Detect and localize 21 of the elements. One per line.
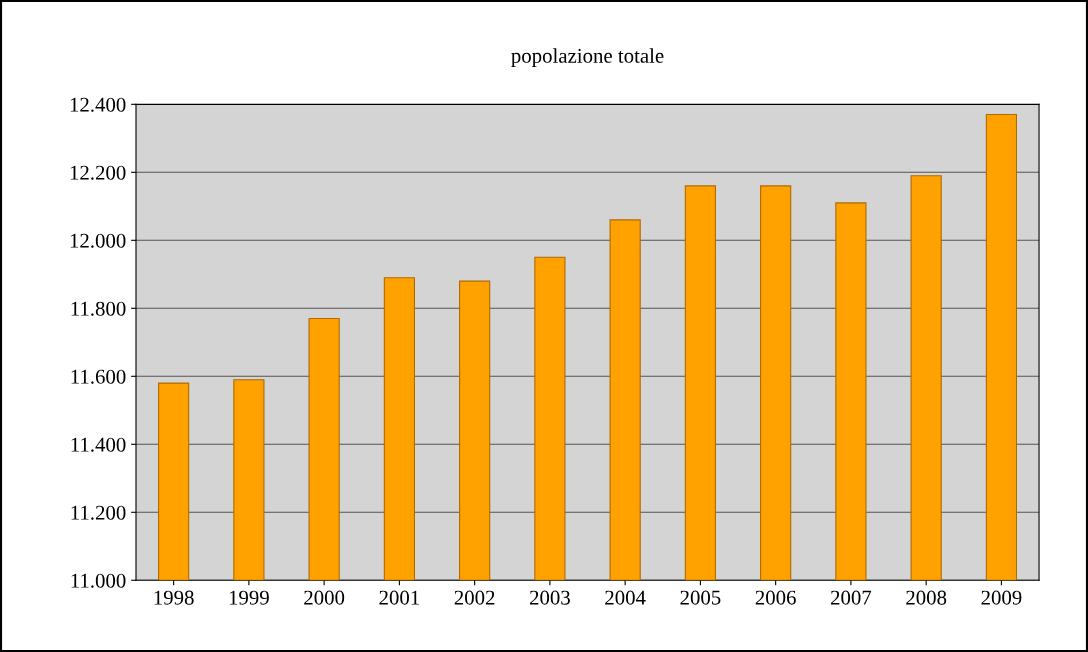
y-tick-label: 12.000 bbox=[70, 233, 126, 248]
x-tick-label: 2006 bbox=[755, 590, 796, 605]
x-tick-label: 2002 bbox=[454, 590, 495, 605]
y-tick-label: 11.200 bbox=[71, 505, 126, 520]
y-tick-label: 12.200 bbox=[70, 165, 126, 180]
x-tick-label: 2000 bbox=[304, 590, 345, 605]
x-tick-label: 2004 bbox=[605, 590, 646, 605]
x-tick-label: 1998 bbox=[154, 590, 194, 605]
x-tick-label: 2008 bbox=[906, 590, 947, 605]
chart-title: popolazione totale bbox=[511, 48, 664, 68]
y-tick-label: 11.400 bbox=[71, 437, 126, 452]
x-tick-label: 2001 bbox=[379, 590, 419, 605]
x-tick-label: 2009 bbox=[981, 590, 1022, 605]
x-tick-label: 1999 bbox=[229, 590, 269, 605]
y-tick-label: 11.600 bbox=[71, 369, 126, 384]
y-tick-label: 11.800 bbox=[71, 301, 126, 316]
x-tick-label: 2005 bbox=[680, 590, 721, 605]
x-tick-label: 2007 bbox=[830, 590, 872, 605]
x-tick-label: 2003 bbox=[529, 590, 570, 605]
y-tick-label: 11.000 bbox=[71, 573, 126, 588]
y-tick-label: 12.400 bbox=[70, 97, 126, 112]
